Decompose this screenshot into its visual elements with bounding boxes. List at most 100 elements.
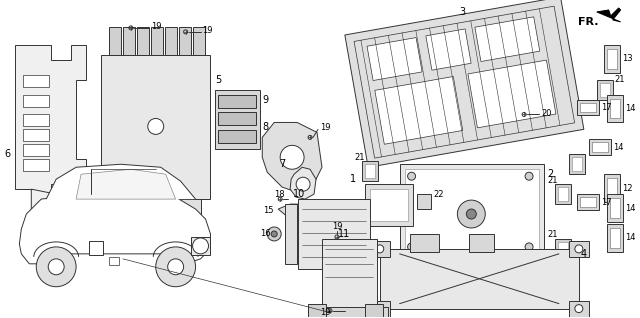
Text: 14: 14 [625, 233, 635, 242]
Bar [555, 239, 571, 259]
Text: 17: 17 [601, 197, 611, 207]
Bar [558, 242, 568, 256]
Bar [298, 199, 370, 269]
Text: 19: 19 [151, 22, 161, 31]
Polygon shape [290, 167, 316, 199]
Text: 8: 8 [262, 122, 268, 132]
Bar [399, 164, 544, 264]
Text: 10: 10 [293, 189, 305, 199]
Bar [151, 27, 163, 55]
Bar [109, 257, 119, 265]
Circle shape [36, 247, 76, 287]
Bar [370, 301, 390, 317]
Bar [322, 239, 377, 311]
Bar [365, 304, 383, 318]
Circle shape [458, 200, 485, 228]
Polygon shape [23, 75, 49, 86]
Bar [577, 100, 599, 115]
Circle shape [156, 247, 196, 287]
Text: 1: 1 [350, 174, 356, 184]
Polygon shape [262, 122, 322, 192]
Bar [607, 49, 617, 69]
Polygon shape [23, 114, 49, 127]
Polygon shape [15, 45, 86, 199]
Bar [89, 241, 103, 255]
Text: 16: 16 [260, 230, 271, 238]
Circle shape [280, 145, 304, 169]
Circle shape [148, 119, 164, 135]
Bar [308, 307, 388, 317]
Polygon shape [278, 204, 315, 219]
Text: 21: 21 [547, 176, 557, 185]
Text: FR.: FR. [578, 17, 598, 27]
Bar [179, 27, 191, 55]
Bar [558, 187, 568, 201]
Bar [604, 174, 620, 202]
Text: 15: 15 [263, 205, 274, 215]
Bar [180, 199, 200, 214]
Bar [101, 55, 211, 199]
Bar [362, 161, 378, 181]
Bar [109, 27, 121, 55]
Text: 19: 19 [332, 223, 342, 232]
Bar [218, 130, 256, 143]
Bar [475, 17, 540, 61]
Polygon shape [23, 144, 49, 156]
Bar [569, 154, 585, 174]
Polygon shape [19, 194, 211, 264]
Circle shape [376, 245, 384, 253]
Text: 9: 9 [262, 94, 268, 105]
Bar [600, 83, 610, 97]
Circle shape [168, 259, 184, 275]
Bar [569, 241, 589, 257]
Circle shape [467, 209, 476, 219]
Polygon shape [31, 189, 56, 214]
Text: 3: 3 [460, 7, 465, 17]
Text: 6: 6 [4, 149, 10, 159]
Circle shape [575, 245, 583, 253]
Bar [354, 6, 575, 158]
Bar [193, 27, 205, 55]
Bar [365, 184, 413, 226]
Text: 14: 14 [612, 143, 623, 152]
Bar [577, 194, 599, 210]
Text: 21: 21 [614, 75, 625, 84]
Bar [417, 194, 431, 209]
Bar [380, 249, 579, 308]
Text: 7: 7 [279, 159, 285, 169]
Bar [610, 99, 620, 119]
Polygon shape [46, 164, 196, 199]
Bar [569, 301, 589, 317]
Bar [468, 60, 556, 128]
Bar [137, 27, 148, 55]
Circle shape [271, 231, 277, 237]
Circle shape [376, 305, 384, 313]
Text: 4: 4 [581, 249, 587, 259]
Bar [607, 224, 623, 252]
Bar [375, 77, 463, 144]
Text: 14: 14 [625, 104, 635, 113]
Bar [607, 94, 623, 122]
Text: 13: 13 [621, 54, 632, 63]
Bar [345, 0, 584, 167]
Bar [370, 189, 408, 221]
Text: 21: 21 [355, 153, 365, 162]
Text: 5: 5 [216, 75, 221, 85]
Bar [164, 27, 177, 55]
Bar [607, 178, 617, 198]
Circle shape [525, 243, 533, 251]
Bar [367, 38, 422, 80]
Circle shape [408, 243, 415, 251]
Polygon shape [76, 169, 175, 199]
Bar [123, 27, 135, 55]
Text: 17: 17 [601, 103, 611, 112]
Circle shape [296, 177, 310, 191]
Circle shape [193, 238, 209, 254]
Polygon shape [23, 129, 49, 142]
Circle shape [575, 305, 583, 313]
Bar [308, 304, 326, 318]
Bar [580, 102, 596, 113]
Bar [218, 94, 256, 107]
Bar [580, 197, 596, 207]
Circle shape [48, 259, 64, 275]
